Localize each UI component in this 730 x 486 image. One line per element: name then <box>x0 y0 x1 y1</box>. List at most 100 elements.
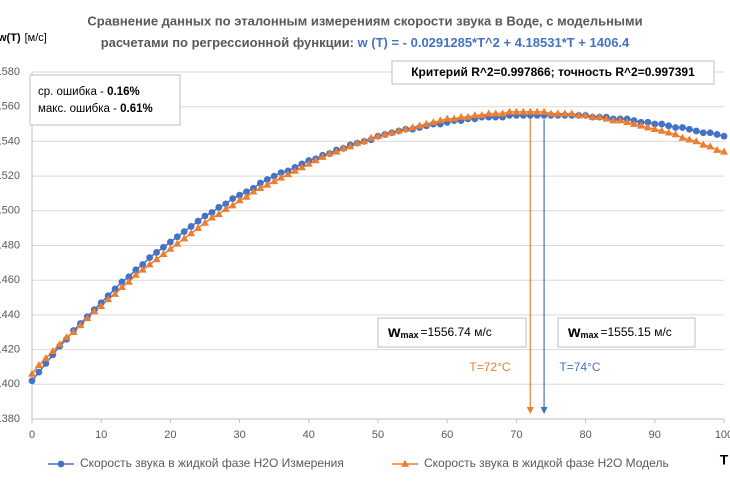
marker <box>57 460 65 468</box>
marker <box>270 177 279 185</box>
marker <box>263 176 271 183</box>
annotation-value: wmax =1556.74 м/с <box>387 324 492 341</box>
marker <box>160 243 167 251</box>
marker <box>55 340 64 348</box>
marker <box>678 133 687 141</box>
marker <box>229 195 237 203</box>
marker <box>270 172 278 180</box>
marker <box>443 114 452 122</box>
marker <box>62 333 71 341</box>
x-tick-label: 50 <box>372 429 384 441</box>
marker <box>339 144 348 152</box>
marker <box>48 347 57 355</box>
marker <box>686 125 693 133</box>
y-tick-label: 1540 <box>0 135 20 147</box>
marker <box>602 114 611 122</box>
y-tick-label: 1460 <box>0 274 20 286</box>
marker <box>644 118 652 126</box>
marker <box>146 254 154 262</box>
marker <box>290 166 299 174</box>
annotation-label: T=74°C <box>559 360 600 374</box>
marker <box>125 273 133 281</box>
marker <box>214 210 223 218</box>
marker <box>304 159 313 167</box>
marker <box>581 111 590 119</box>
marker <box>450 114 459 122</box>
marker <box>713 131 721 138</box>
marker <box>470 111 479 119</box>
marker <box>643 123 652 131</box>
marker <box>706 129 714 137</box>
marker <box>665 122 673 130</box>
x-tick-label: 80 <box>579 429 591 441</box>
marker <box>367 133 376 141</box>
marker <box>131 270 140 278</box>
marker <box>194 217 202 225</box>
error-value: 0.16% <box>107 86 140 98</box>
marker <box>201 218 209 226</box>
marker <box>692 127 700 135</box>
marker <box>671 130 680 138</box>
x-tick-label: 90 <box>649 429 661 441</box>
marker <box>394 126 403 134</box>
marker <box>42 360 50 367</box>
marker <box>720 147 728 155</box>
marker <box>69 328 78 336</box>
marker <box>360 137 369 145</box>
y-tick-label: 1520 <box>0 170 20 182</box>
marker <box>236 191 244 199</box>
marker <box>547 109 555 117</box>
y-tick-label: 1560 <box>0 101 20 113</box>
marker <box>256 179 264 187</box>
y-label: w(T) <box>0 32 21 44</box>
marker <box>243 188 250 196</box>
marker <box>374 131 382 139</box>
annotation-value: wmax =1555.15 м/с <box>567 324 672 341</box>
marker <box>325 149 334 157</box>
marker <box>277 173 286 181</box>
marker <box>145 260 154 268</box>
y-tick-label: 1380 <box>0 413 20 425</box>
marker <box>222 200 230 208</box>
y-tick-label: 1420 <box>0 344 20 356</box>
y-axis-label: w(T) [м/с] <box>0 32 47 44</box>
marker <box>34 361 43 369</box>
x-tick-label: 30 <box>233 429 245 441</box>
x-tick-label: 40 <box>303 429 315 441</box>
marker <box>207 213 216 221</box>
arrow-head <box>526 407 534 414</box>
marker <box>401 125 410 133</box>
x-axis-label: T <box>720 452 729 468</box>
legend-label: Скорость звука в жидкой фазе H2O Модель <box>424 456 669 470</box>
marker <box>332 147 341 155</box>
marker <box>636 121 645 129</box>
marker <box>90 307 99 315</box>
marker <box>512 107 521 115</box>
error-label: ср. ошибка - <box>38 86 107 98</box>
y-tick-label: 1440 <box>0 309 20 321</box>
w-text: =1556.74 м/с <box>420 325 491 339</box>
marker <box>401 459 409 467</box>
x-tick-label: 100 <box>715 429 730 441</box>
marker <box>526 107 535 115</box>
w-subscript: max <box>580 330 598 340</box>
marker <box>422 119 431 127</box>
y-tick-label: 1500 <box>0 205 20 217</box>
marker <box>173 233 181 241</box>
marker <box>720 132 728 140</box>
marker <box>208 209 216 216</box>
marker <box>353 138 362 146</box>
marker <box>228 201 237 209</box>
x-tick-label: 20 <box>164 429 176 441</box>
legend-label: Скорость звука в жидкой фазе H2O Измерен… <box>80 456 344 470</box>
marker <box>567 109 576 117</box>
marker <box>699 129 707 137</box>
marker <box>180 228 188 236</box>
marker <box>699 140 708 148</box>
w-symbol: w <box>387 324 401 341</box>
marker <box>180 234 189 242</box>
marker <box>484 109 493 117</box>
marker <box>658 120 666 128</box>
error-box <box>29 74 181 126</box>
marker <box>111 285 119 293</box>
